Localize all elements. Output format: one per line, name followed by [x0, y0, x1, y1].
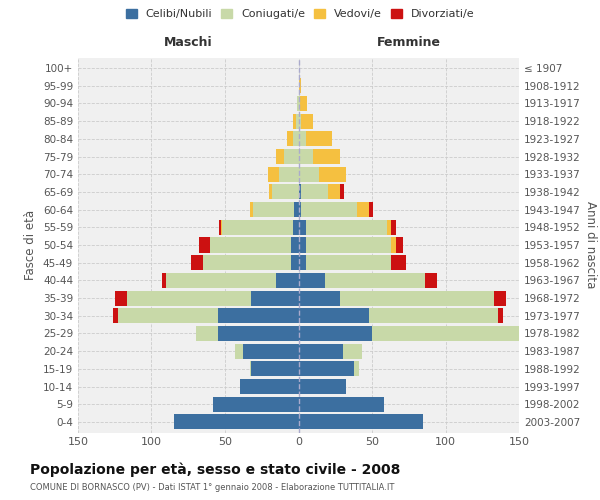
Bar — [115, 290, 127, 306]
Bar — [297, 96, 299, 111]
Bar — [372, 326, 519, 341]
Bar — [191, 255, 203, 270]
Bar — [299, 273, 325, 288]
Bar — [395, 238, 403, 252]
Bar — [391, 255, 406, 270]
Bar — [299, 96, 300, 111]
Bar — [387, 220, 391, 235]
Bar — [173, 414, 299, 430]
Bar — [127, 290, 251, 306]
Bar — [240, 379, 299, 394]
Bar — [299, 379, 346, 394]
Bar — [499, 308, 503, 324]
Bar — [210, 238, 291, 252]
Bar — [319, 166, 346, 182]
Bar — [222, 220, 293, 235]
Bar — [162, 273, 166, 288]
Bar — [301, 184, 328, 200]
Bar — [299, 344, 343, 358]
Bar — [235, 344, 242, 358]
Bar — [203, 255, 291, 270]
Bar — [277, 273, 299, 288]
Y-axis label: Anni di nascita: Anni di nascita — [584, 202, 597, 288]
Y-axis label: Fasce di età: Fasce di età — [25, 210, 37, 280]
Bar — [325, 273, 425, 288]
Bar — [280, 166, 299, 182]
Bar — [299, 149, 313, 164]
Bar — [328, 184, 340, 200]
Bar — [268, 166, 280, 182]
Bar — [294, 202, 299, 217]
Text: Popolazione per età, sesso e stato civile - 2008: Popolazione per età, sesso e stato civil… — [30, 462, 400, 477]
Bar — [306, 132, 332, 146]
Bar — [250, 202, 253, 217]
Bar — [219, 220, 221, 235]
Bar — [196, 326, 218, 341]
Bar — [301, 114, 313, 128]
Bar — [287, 132, 293, 146]
Bar — [251, 362, 299, 376]
Bar — [299, 255, 306, 270]
Bar — [299, 78, 301, 94]
Bar — [306, 220, 387, 235]
Bar — [299, 414, 424, 430]
Bar — [299, 362, 355, 376]
Bar — [272, 184, 299, 200]
Legend: Celibi/Nubili, Coniugati/e, Vedovi/e, Divorziati/e: Celibi/Nubili, Coniugati/e, Vedovi/e, Di… — [122, 6, 478, 22]
Bar — [369, 308, 499, 324]
Bar — [340, 184, 344, 200]
Bar — [299, 114, 301, 128]
Bar — [253, 202, 294, 217]
Bar — [355, 362, 359, 376]
Bar — [369, 202, 373, 217]
Bar — [299, 396, 384, 411]
Text: Femmine: Femmine — [377, 36, 441, 49]
Bar — [291, 255, 299, 270]
Bar — [269, 184, 272, 200]
Bar — [293, 114, 296, 128]
Bar — [299, 132, 306, 146]
Bar — [299, 220, 306, 235]
Bar — [358, 202, 369, 217]
Bar — [494, 290, 506, 306]
Bar — [391, 220, 395, 235]
Bar — [166, 273, 277, 288]
Bar — [293, 220, 299, 235]
Bar — [299, 184, 301, 200]
Bar — [218, 326, 299, 341]
Bar — [251, 290, 299, 306]
Bar — [250, 362, 251, 376]
Bar — [299, 166, 319, 182]
Bar — [299, 238, 306, 252]
Bar — [221, 220, 222, 235]
Bar — [306, 255, 391, 270]
Bar — [293, 132, 299, 146]
Bar — [242, 344, 299, 358]
Bar — [301, 202, 358, 217]
Bar — [300, 96, 307, 111]
Bar — [284, 149, 299, 164]
Bar — [299, 326, 372, 341]
Bar — [299, 290, 340, 306]
Bar — [277, 149, 284, 164]
Bar — [118, 308, 218, 324]
Bar — [218, 308, 299, 324]
Bar — [299, 202, 301, 217]
Bar — [113, 308, 118, 324]
Text: Maschi: Maschi — [164, 36, 212, 49]
Bar — [391, 238, 395, 252]
Bar — [291, 238, 299, 252]
Bar — [340, 290, 494, 306]
Bar — [313, 149, 340, 164]
Text: COMUNE DI BORNASCO (PV) - Dati ISTAT 1° gennaio 2008 - Elaborazione TUTTITALIA.I: COMUNE DI BORNASCO (PV) - Dati ISTAT 1° … — [30, 484, 394, 492]
Bar — [296, 114, 299, 128]
Bar — [343, 344, 362, 358]
Bar — [213, 396, 299, 411]
Bar — [306, 238, 391, 252]
Bar — [425, 273, 437, 288]
Bar — [199, 238, 210, 252]
Bar — [299, 308, 369, 324]
